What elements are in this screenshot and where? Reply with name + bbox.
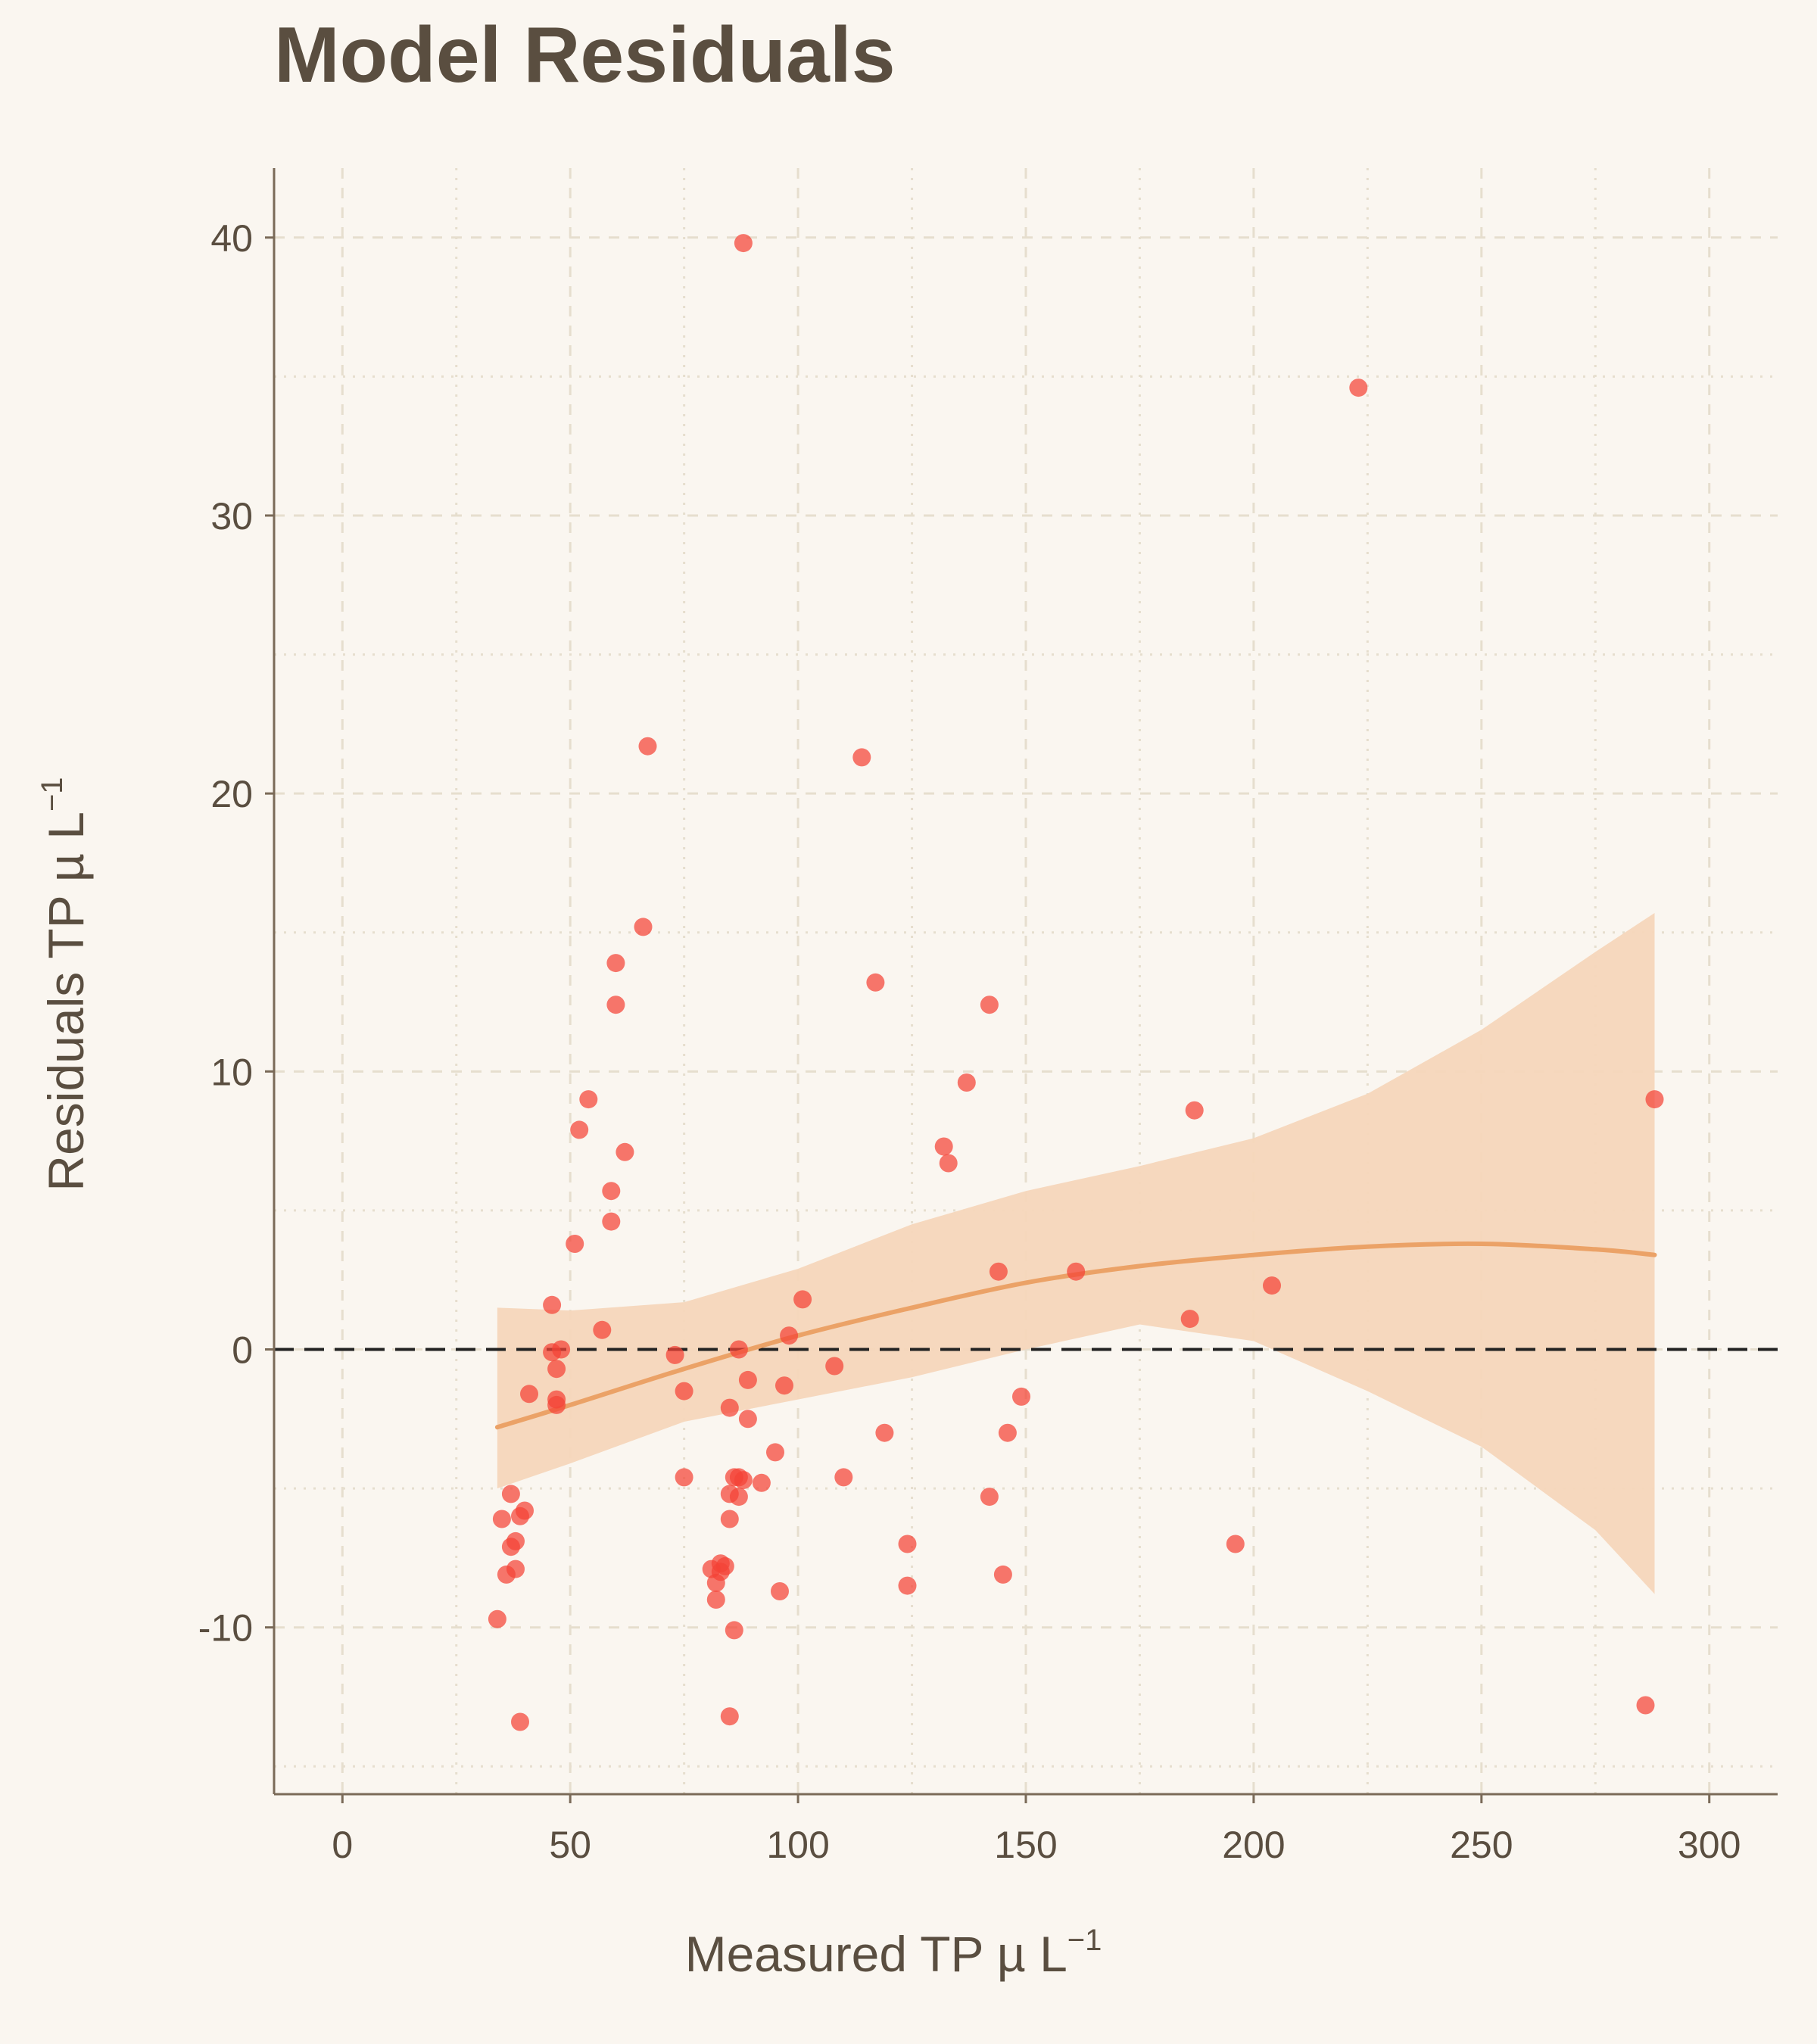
x-axis-label-text: Measured TP µ L	[685, 1926, 1067, 1982]
x-tick-label: 150	[994, 1824, 1057, 1866]
data-point	[752, 1473, 771, 1492]
data-point	[725, 1621, 743, 1640]
data-point	[1185, 1101, 1204, 1120]
data-point	[766, 1443, 784, 1462]
data-point	[634, 918, 653, 936]
data-point	[1263, 1276, 1281, 1295]
data-point	[675, 1382, 693, 1401]
y-axis-ticks: -10 0 10 20 30 40	[198, 217, 274, 1650]
data-point	[898, 1576, 917, 1595]
data-point	[771, 1582, 789, 1600]
data-point	[520, 1385, 538, 1404]
x-tick-label: 200	[1222, 1824, 1285, 1866]
data-point	[793, 1290, 812, 1309]
y-axis-label-sup: −1	[36, 777, 69, 812]
data-point	[993, 1565, 1012, 1584]
data-point	[957, 1073, 976, 1092]
data-point	[775, 1376, 793, 1395]
data-point	[497, 1565, 516, 1584]
data-point	[547, 1360, 566, 1379]
data-point	[638, 737, 657, 756]
data-point	[706, 1573, 725, 1592]
data-point	[501, 1485, 520, 1503]
x-tick-label: 250	[1450, 1824, 1513, 1866]
data-point	[579, 1090, 598, 1109]
data-point	[1349, 379, 1368, 397]
data-point	[825, 1357, 844, 1376]
x-tick-label: 50	[549, 1824, 591, 1866]
data-point	[980, 1488, 999, 1507]
data-point	[616, 1142, 634, 1161]
data-point	[866, 973, 885, 992]
data-point	[488, 1609, 506, 1628]
data-point	[602, 1212, 621, 1231]
y-axis-label-text: Residuals TP µ L	[38, 812, 94, 1192]
data-point	[547, 1395, 566, 1414]
data-point	[1180, 1310, 1199, 1329]
data-point	[606, 954, 625, 973]
data-point	[1067, 1262, 1086, 1281]
data-point	[720, 1510, 739, 1528]
data-point	[1636, 1696, 1655, 1715]
data-point	[543, 1295, 562, 1314]
y-tick-label: 40	[210, 217, 253, 260]
data-point	[675, 1468, 693, 1487]
y-tick-label: 10	[210, 1051, 253, 1093]
data-point	[511, 1507, 529, 1525]
data-points	[488, 234, 1664, 1731]
data-point	[738, 1370, 757, 1389]
data-point	[989, 1262, 1008, 1281]
data-point	[980, 996, 999, 1014]
data-point	[593, 1320, 612, 1339]
data-point	[898, 1535, 917, 1553]
y-tick-label: 0	[232, 1329, 253, 1372]
data-point	[1226, 1535, 1245, 1553]
data-point	[934, 1137, 953, 1156]
confidence-band	[497, 913, 1655, 1594]
data-point	[492, 1510, 511, 1528]
x-tick-label: 0	[332, 1824, 353, 1866]
data-point	[729, 1488, 748, 1507]
data-point	[720, 1398, 739, 1417]
y-axis-label: Residuals TP µ L−1	[36, 777, 94, 1191]
data-point	[834, 1468, 853, 1487]
y-tick-label: 30	[210, 495, 253, 537]
data-point	[998, 1423, 1017, 1442]
y-tick-label: 20	[210, 773, 253, 815]
data-point	[734, 234, 753, 253]
data-point	[706, 1591, 725, 1609]
data-point	[570, 1120, 589, 1139]
data-point	[875, 1423, 894, 1442]
data-point	[738, 1410, 757, 1429]
data-point	[606, 996, 625, 1014]
data-point	[511, 1712, 529, 1731]
x-axis-label-sup: −1	[1067, 1924, 1102, 1957]
data-point	[939, 1154, 958, 1173]
y-tick-label: -10	[198, 1607, 253, 1650]
x-tick-label: 300	[1678, 1824, 1741, 1866]
grid-lines	[274, 168, 1778, 1794]
chart-title: Model Residuals	[274, 11, 896, 99]
data-point	[780, 1326, 799, 1345]
x-tick-label: 100	[766, 1824, 829, 1866]
data-point	[852, 748, 871, 767]
data-point	[665, 1345, 684, 1364]
data-point	[734, 1471, 753, 1490]
data-point	[501, 1538, 520, 1556]
data-point	[566, 1235, 584, 1253]
x-axis-label: Measured TP µ L−1	[685, 1924, 1102, 1982]
x-axis-ticks: 0 50 100 150 200 250 300	[332, 1794, 1741, 1866]
confidence-band-group	[497, 913, 1655, 1594]
data-point	[602, 1182, 621, 1201]
data-point	[729, 1340, 748, 1359]
data-point	[1012, 1387, 1030, 1406]
data-point	[720, 1707, 739, 1726]
data-point	[1645, 1090, 1664, 1109]
data-point	[543, 1343, 562, 1362]
